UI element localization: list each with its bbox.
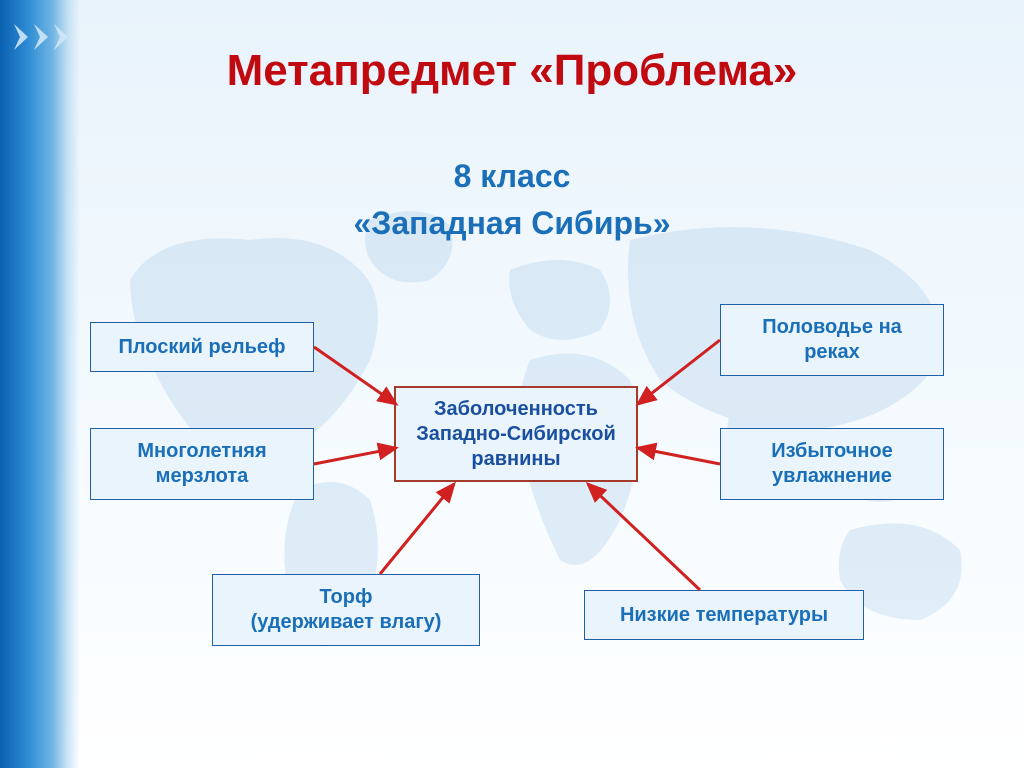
node-relief: Плоский рельеф	[90, 322, 314, 372]
node-label: Многолетняя мерзлота	[137, 439, 266, 489]
node-flood: Половодье на реках	[720, 304, 944, 376]
title-text: Метапредмет «Проблема»	[227, 46, 798, 95]
left-sidebar	[0, 0, 80, 768]
slide: Метапредмет «Проблема» 8 класс «Западная…	[0, 0, 1024, 768]
node-label: Заболоченность Западно-Сибирской равнины	[416, 397, 616, 472]
node-label: Плоский рельеф	[118, 335, 285, 360]
central-node: Заболоченность Западно-Сибирской равнины	[394, 386, 638, 482]
node-label: Избыточное увлажнение	[771, 439, 893, 489]
node-peat: Торф (удерживает влагу)	[212, 574, 480, 646]
page-title: Метапредмет «Проблема»	[0, 46, 1024, 96]
node-lowtemp: Низкие температуры	[584, 590, 864, 640]
node-moisture: Избыточное увлажнение	[720, 428, 944, 500]
node-label: Низкие температуры	[620, 603, 828, 628]
subtitle-line2: «Западная Сибирь»	[0, 205, 1024, 242]
subtitle: 8 класс «Западная Сибирь»	[0, 158, 1024, 242]
node-label: Торф (удерживает влагу)	[251, 585, 442, 635]
node-permafrost: Многолетняя мерзлота	[90, 428, 314, 500]
subtitle-line1: 8 класс	[0, 158, 1024, 195]
node-label: Половодье на реках	[762, 315, 902, 365]
